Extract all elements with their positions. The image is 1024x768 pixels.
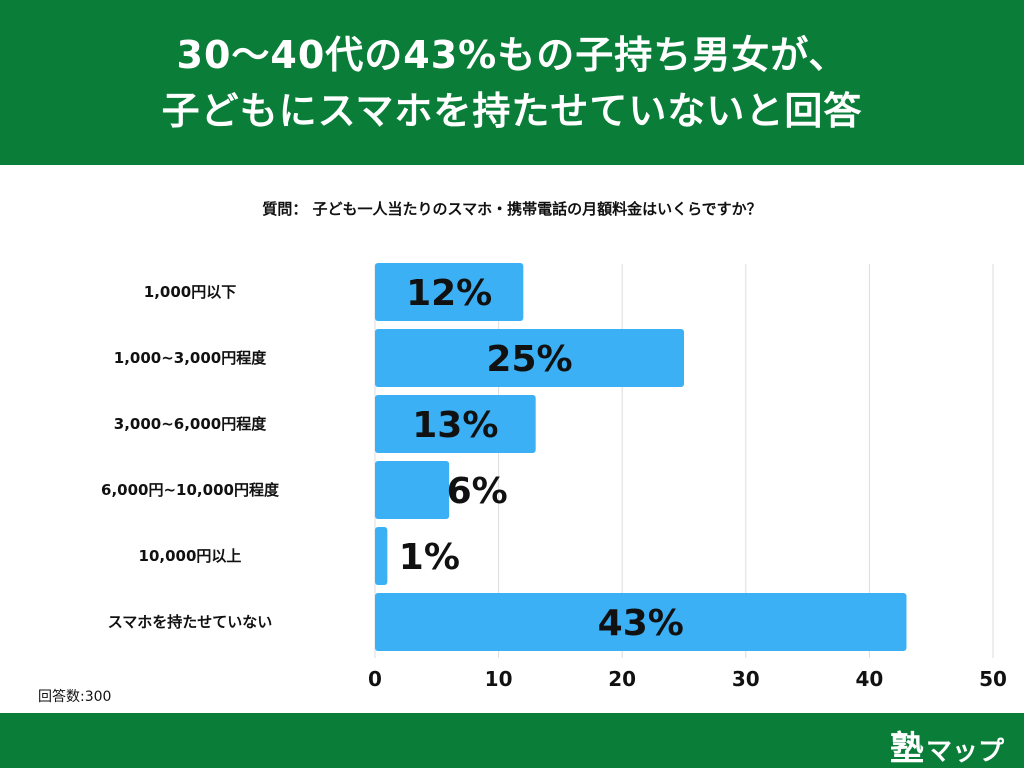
logo-sub-text: マップ — [925, 737, 1004, 767]
response-count: 回答数:300 — [38, 689, 112, 705]
bar — [375, 461, 450, 519]
x-tick-label: 50 — [979, 667, 1007, 691]
category-label: 10,000円以上 — [139, 547, 242, 565]
bar — [375, 263, 524, 321]
bar-value-label: 13% — [412, 405, 498, 446]
bar-value-label: 1% — [399, 537, 460, 578]
category-label: 1,000円以下 — [144, 283, 236, 301]
bar-value-label: 25% — [486, 339, 572, 380]
category-label: 6,000円~10,000円程度 — [101, 481, 280, 499]
x-tick-label: 10 — [485, 667, 513, 691]
bar-value-label: 43% — [598, 603, 684, 644]
title-line-1: 30〜40代の43%もの子持ち男女が、 — [176, 32, 848, 77]
bar — [375, 593, 907, 651]
juku-map-logo: 塾 マップ — [890, 721, 1004, 768]
bar — [375, 329, 684, 387]
x-tick-label: 20 — [608, 667, 636, 691]
x-tick-label: 0 — [368, 667, 382, 691]
title-banner: 30〜40代の43%もの子持ち男女が、 子どもにスマホを持たせていないと回答 — [0, 0, 1024, 165]
category-label: スマホを持たせていない — [108, 613, 273, 631]
question-text: 質問： 子ども一人当たりのスマホ・携帯電話の月額料金はいくらですか？ — [262, 200, 762, 218]
bar-value-label: 6% — [447, 471, 508, 512]
bar-value-label: 12% — [406, 273, 492, 314]
x-tick-label: 40 — [855, 667, 883, 691]
logo-main-text: 塾 — [889, 729, 924, 768]
x-tick-label: 30 — [732, 667, 760, 691]
footer-banner: 塾 マップ — [0, 713, 1024, 768]
category-label: 1,000~3,000円程度 — [114, 349, 267, 367]
category-label: 3,000~6,000円程度 — [114, 415, 267, 433]
title-line-2: 子どもにスマホを持たせていないと回答 — [161, 88, 863, 133]
bar-chart: 0 10 20 30 40 50 1,000円以下 12% 1,000~3,000円程度 25% 3… — [101, 263, 1007, 691]
bar — [375, 527, 388, 585]
bar — [375, 395, 536, 453]
